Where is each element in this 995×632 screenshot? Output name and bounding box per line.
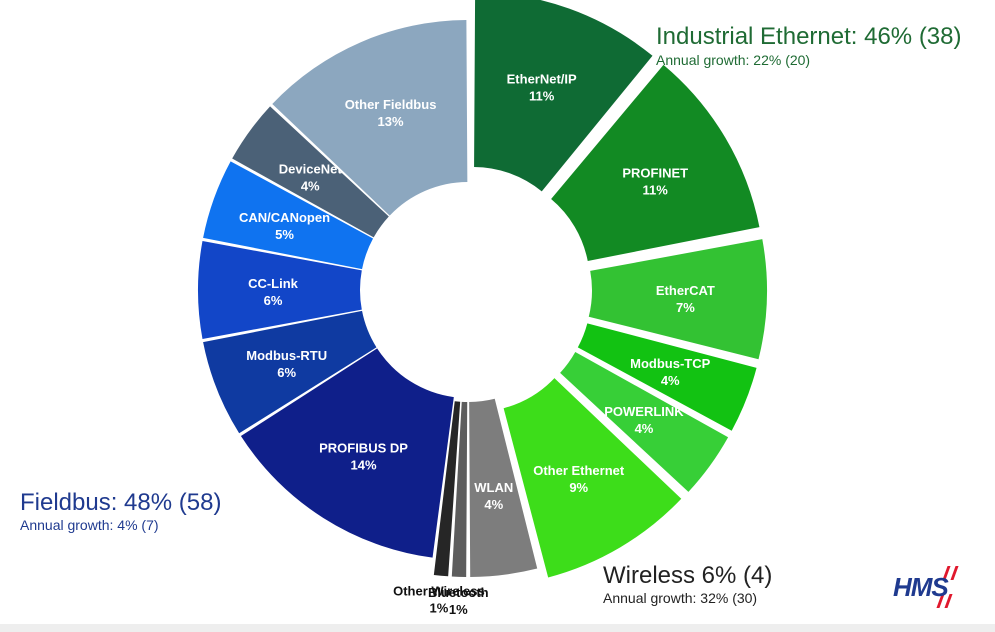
slice-label-other-ethernet: Other Ethernet: [533, 463, 625, 478]
slice-label-profibus-dp: PROFIBUS DP: [319, 441, 408, 456]
slice-percent-ethercat: 7%: [676, 300, 695, 315]
slice-bluetooth: [451, 401, 468, 577]
slice-label-devicenet: DeviceNet: [279, 161, 343, 176]
slice-percent-bluetooth: 1%: [449, 602, 468, 617]
slice-label-profinet: PROFINET: [622, 165, 688, 180]
fieldbus-growth: Annual growth: 4% (7): [20, 517, 159, 533]
slice-modbus-tcp: [577, 323, 757, 431]
slice-percent-can-canopen: 5%: [275, 227, 294, 242]
slice-label-ethernet-ip: EtherNet/IP: [507, 71, 577, 86]
slice-percent-other-wireless: 1%: [430, 601, 449, 616]
slice-percent-profibus-dp: 14%: [350, 458, 376, 473]
slice-label-modbus-tcp: Modbus-TCP: [630, 356, 710, 371]
slice-ethercat: [588, 239, 767, 360]
slice-profibus-dp: [240, 348, 454, 558]
slice-percent-profinet: 11%: [643, 182, 669, 197]
slice-percent-ethernet-ip: 11%: [529, 88, 555, 103]
wireless-title: Wireless 6% (4): [603, 562, 773, 589]
slice-ethernet-ip: [474, 0, 653, 192]
slice-percent-other-ethernet: 9%: [569, 480, 588, 495]
slice-label-powerlink: POWERLINK: [604, 404, 684, 419]
slice-percent-wlan: 4%: [484, 497, 503, 512]
slice-label-wlan: WLAN: [474, 480, 513, 495]
slice-label-can-canopen: CAN/CANopen: [239, 210, 330, 225]
slice-percent-modbus-rtu: 6%: [277, 365, 296, 380]
slice-percent-modbus-tcp: 4%: [661, 373, 680, 388]
slice-percent-powerlink: 4%: [635, 421, 654, 436]
fieldbus-title: Fieldbus: 48% (58): [20, 489, 222, 516]
slice-percent-cc-link: 6%: [264, 293, 283, 308]
slice-wlan: [469, 398, 538, 577]
slice-profinet: [551, 64, 760, 261]
slice-other-ethernet: [503, 378, 682, 578]
wireless-growth: Annual growth: 32% (30): [603, 590, 758, 606]
bottom-strip: [0, 624, 995, 632]
slice-label-cc-link: CC-Link: [248, 276, 299, 291]
slice-other-fieldbus: [272, 20, 468, 216]
slice-label-modbus-rtu: Modbus-RTU: [246, 348, 327, 363]
industrial-ethernet-title: Industrial Ethernet: 46% (38): [656, 23, 962, 50]
slice-other-wireless: [433, 401, 461, 577]
slice-can-canopen: [203, 161, 374, 270]
slice-label-other-wireless: Other Wireless: [393, 584, 485, 599]
slice-percent-other-fieldbus: 13%: [378, 114, 404, 129]
logo-text: HMS: [893, 572, 949, 602]
slice-cc-link: [198, 240, 362, 340]
slice-percent-devicenet: 4%: [301, 178, 320, 193]
slice-label-other-fieldbus: Other Fieldbus: [345, 97, 437, 112]
slice-label-ethercat: EtherCAT: [656, 283, 715, 298]
logo-accent-bar: [950, 566, 959, 580]
hms-logo: HMS: [893, 566, 977, 608]
slice-powerlink: [560, 352, 729, 492]
industrial-ethernet-growth: Annual growth: 22% (20): [656, 52, 811, 68]
slice-modbus-rtu: [203, 310, 377, 434]
slice-devicenet: [232, 106, 389, 238]
slice-label-bluetooth: Bluetooth: [428, 585, 489, 600]
